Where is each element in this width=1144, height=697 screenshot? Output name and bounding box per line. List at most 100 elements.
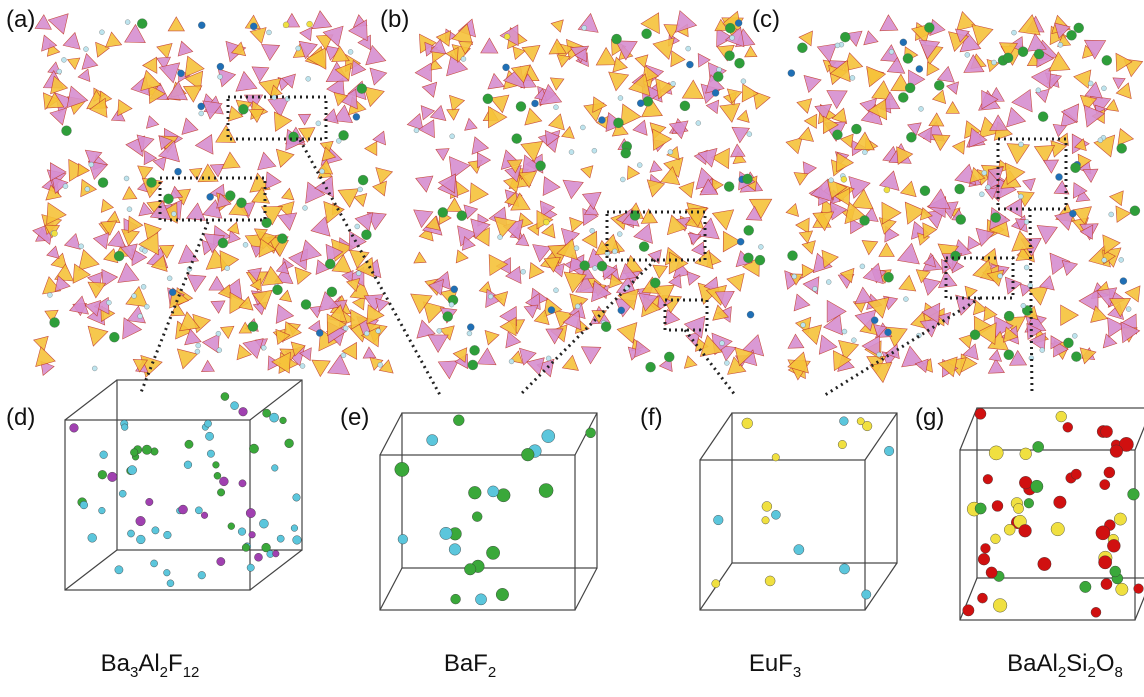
tetrahedron: [423, 302, 444, 323]
atom: [198, 571, 206, 579]
tetrahedron: [671, 51, 685, 67]
atom: [89, 162, 94, 167]
atom: [744, 225, 754, 235]
atom: [201, 512, 208, 519]
atom: [243, 242, 248, 247]
tetrahedron: [802, 241, 815, 254]
atom: [449, 544, 461, 556]
atom: [291, 525, 298, 532]
tetrahedron: [182, 118, 198, 134]
panel-label: (b): [380, 6, 409, 34]
atom: [164, 531, 172, 539]
atom: [464, 564, 476, 576]
atom: [267, 30, 272, 35]
atom: [198, 103, 205, 110]
atom: [794, 544, 804, 554]
panel-label: (e): [340, 404, 369, 432]
tetrahedron: [786, 204, 799, 217]
atom: [903, 297, 908, 302]
tetrahedron: [481, 38, 498, 53]
tetrahedron: [854, 132, 874, 150]
tetrahedron: [186, 203, 205, 220]
tetrahedron: [88, 282, 106, 298]
tetrahedron: [727, 274, 744, 292]
atom: [646, 362, 656, 372]
atom: [580, 125, 585, 130]
atom: [239, 480, 246, 487]
atom: [395, 462, 409, 476]
atom: [992, 60, 997, 65]
atom: [121, 424, 128, 431]
tetrahedron: [879, 243, 894, 256]
atom: [992, 500, 1003, 511]
tetrahedron: [416, 176, 433, 192]
atom: [1130, 206, 1140, 216]
subscript: 2: [488, 664, 496, 681]
atom: [983, 474, 993, 484]
tetrahedron: [376, 168, 393, 185]
tetrahedron: [236, 71, 257, 91]
atom: [185, 440, 193, 448]
atom: [1004, 350, 1014, 360]
tetrahedron: [804, 114, 816, 128]
atom: [398, 534, 408, 544]
atom: [553, 105, 558, 110]
panel-label: (f): [640, 404, 663, 432]
tetrahedron: [609, 72, 629, 91]
atom: [1099, 556, 1112, 569]
atom: [449, 302, 454, 307]
atom: [488, 486, 499, 497]
formula: BaF2: [444, 650, 496, 681]
atom: [147, 178, 157, 188]
tetrahedron: [126, 286, 148, 306]
formula: BaAl2Si2O8: [1007, 650, 1123, 681]
tetrahedron: [373, 181, 387, 196]
atom: [586, 428, 596, 438]
atom: [598, 117, 605, 124]
tetrahedron: [1074, 70, 1091, 88]
atom: [509, 359, 514, 364]
atom: [303, 205, 308, 210]
tetrahedron: [178, 41, 193, 56]
atom: [618, 96, 623, 101]
tetrahedron: [414, 252, 426, 263]
atom: [231, 402, 239, 410]
element-symbol: O: [1096, 650, 1115, 677]
atom: [743, 253, 753, 263]
atom: [788, 70, 795, 77]
atom: [965, 52, 970, 57]
atom: [250, 23, 257, 30]
atom: [204, 420, 211, 427]
atom: [457, 211, 467, 221]
tetrahedron: [841, 134, 854, 147]
atom: [376, 328, 381, 333]
atom: [85, 187, 90, 192]
atom: [713, 72, 723, 82]
cell-edge: [865, 563, 897, 610]
tetrahedron: [470, 183, 488, 203]
atom: [218, 238, 228, 248]
atom: [79, 244, 84, 249]
cell-edge: [575, 568, 597, 610]
tetrahedron: [323, 109, 338, 124]
atom: [238, 104, 248, 114]
atom: [239, 407, 248, 416]
atom: [1004, 524, 1015, 535]
tetrahedron: [1007, 144, 1029, 164]
atom: [719, 341, 724, 346]
tetrahedron: [276, 304, 293, 323]
atom: [228, 523, 235, 530]
tetrahedron: [78, 69, 90, 82]
atom: [238, 528, 246, 536]
atom: [982, 170, 987, 175]
atom: [47, 293, 52, 298]
tetrahedron: [679, 182, 694, 198]
tetrahedron: [712, 210, 733, 230]
atom: [755, 255, 765, 265]
atom: [475, 594, 486, 605]
atom: [1019, 142, 1024, 147]
tetrahedron: [312, 11, 332, 29]
tetrahedron: [1005, 198, 1022, 217]
atom: [1024, 498, 1034, 508]
atom: [860, 264, 865, 269]
